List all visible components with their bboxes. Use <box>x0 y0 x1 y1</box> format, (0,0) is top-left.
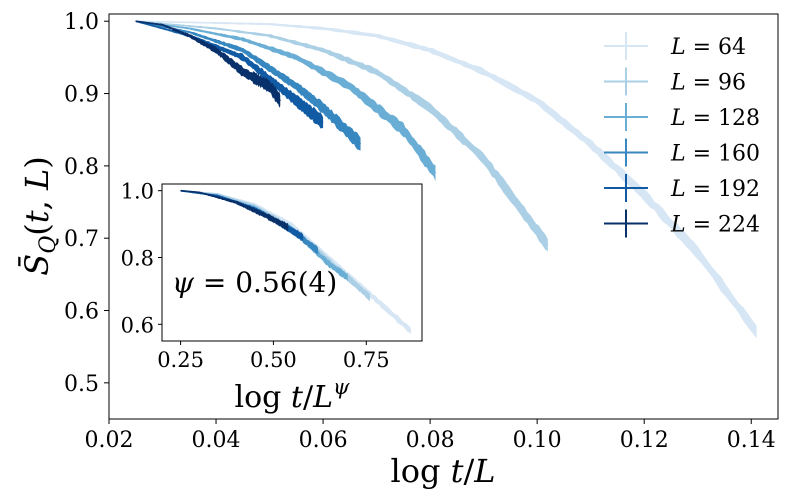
x-tick-label: 0.14 <box>727 428 776 453</box>
main-series-layer <box>135 20 758 339</box>
y-axis-title-text: S̄Q(t, L) <box>18 156 61 275</box>
y-tick-label: 1.0 <box>64 10 99 35</box>
main-series-band-2 <box>135 20 436 182</box>
x-tick-label: 0.02 <box>85 428 134 453</box>
legend-label: L = 64 <box>670 35 746 60</box>
y-tick-label: 0.6 <box>64 300 99 325</box>
main-series-line-0 <box>135 20 758 333</box>
y-tick-label: 0.7 <box>64 227 99 252</box>
inset-ticks-layer: 0.25 0.50 0.75 0.6 0.8 1.0 <box>121 180 390 372</box>
inset-x-axis-title-text: log t/Lψ <box>235 375 351 415</box>
legend: L = 64 L = 96 L = 128 L = 160 L = 192 L = 224 <box>604 32 760 238</box>
legend-label: L = 128 <box>670 106 760 131</box>
inset-plot-frame <box>161 183 423 342</box>
inset-x-tick-label: 0.25 <box>157 348 204 372</box>
x-tick-label: 0.04 <box>192 428 241 453</box>
x-tick-label: 0.10 <box>513 428 562 453</box>
inset-y-tick-label: 1.0 <box>121 180 154 204</box>
x-axis-title-text: log t/L <box>390 452 495 490</box>
main-series-line-2 <box>135 20 437 174</box>
legend-label: L = 192 <box>670 177 760 202</box>
inset-series-line-5 <box>180 189 289 229</box>
main-ticks-layer: 0.02 0.04 0.06 0.08 0.10 0.12 0.14 0.5 0.6 0.7 0.8… <box>64 10 776 453</box>
legend-label: L = 160 <box>670 142 760 167</box>
inset-x-tick-label: 0.75 <box>343 348 390 372</box>
inset-y-tick-label: 0.8 <box>121 246 154 270</box>
inset-x-axis-title: log t/Lψ <box>235 375 351 415</box>
x-axis-title: log t/L <box>390 452 495 490</box>
x-tick-label: 0.12 <box>620 428 669 453</box>
legend-label: L = 96 <box>670 71 746 96</box>
main-series-line-5 <box>135 20 281 102</box>
main-series-band-0 <box>135 20 757 339</box>
y-axis-title: S̄Q(t, L) <box>18 156 61 275</box>
y-tick-label: 0.9 <box>64 83 99 108</box>
y-tick-label: 0.8 <box>64 155 99 180</box>
psi-annotation: ψ = 0.56(4) <box>172 266 337 299</box>
x-tick-label: 0.06 <box>299 428 348 453</box>
main-series-line-4 <box>135 20 324 124</box>
y-tick-label: 0.5 <box>64 372 99 397</box>
main-series-line-1 <box>135 20 549 246</box>
inset-y-tick-label: 0.6 <box>121 313 154 337</box>
x-tick-label: 0.08 <box>406 428 455 453</box>
inset-x-tick-label: 0.50 <box>250 348 297 372</box>
inset-series-layer <box>180 189 412 335</box>
legend-label: L = 224 <box>670 213 760 238</box>
psi-annotation-text: ψ = 0.56(4) <box>172 266 337 299</box>
